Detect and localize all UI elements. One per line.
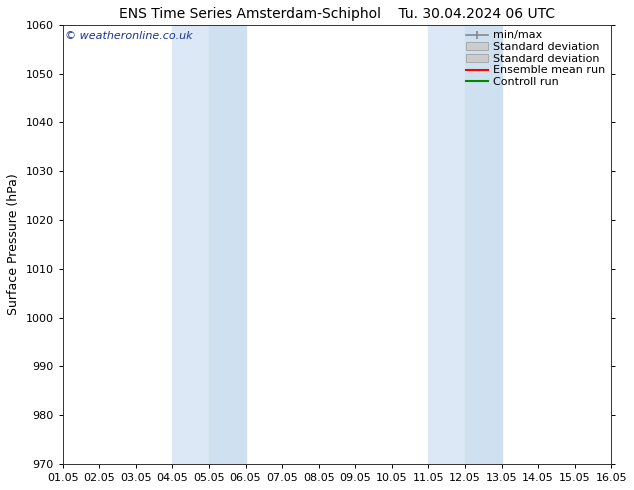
Title: ENS Time Series Amsterdam-Schiphol    Tu. 30.04.2024 06 UTC: ENS Time Series Amsterdam-Schiphol Tu. 3… [119, 7, 555, 21]
Legend: min/max, Standard deviation, Standard deviation, Ensemble mean run, Controll run: min/max, Standard deviation, Standard de… [465, 30, 605, 87]
Y-axis label: Surface Pressure (hPa): Surface Pressure (hPa) [7, 173, 20, 316]
Bar [429, 25, 465, 464]
Bar [209, 25, 245, 464]
Bar [172, 25, 209, 464]
Bar [465, 25, 501, 464]
Text: © weatheronline.co.uk: © weatheronline.co.uk [65, 31, 193, 42]
